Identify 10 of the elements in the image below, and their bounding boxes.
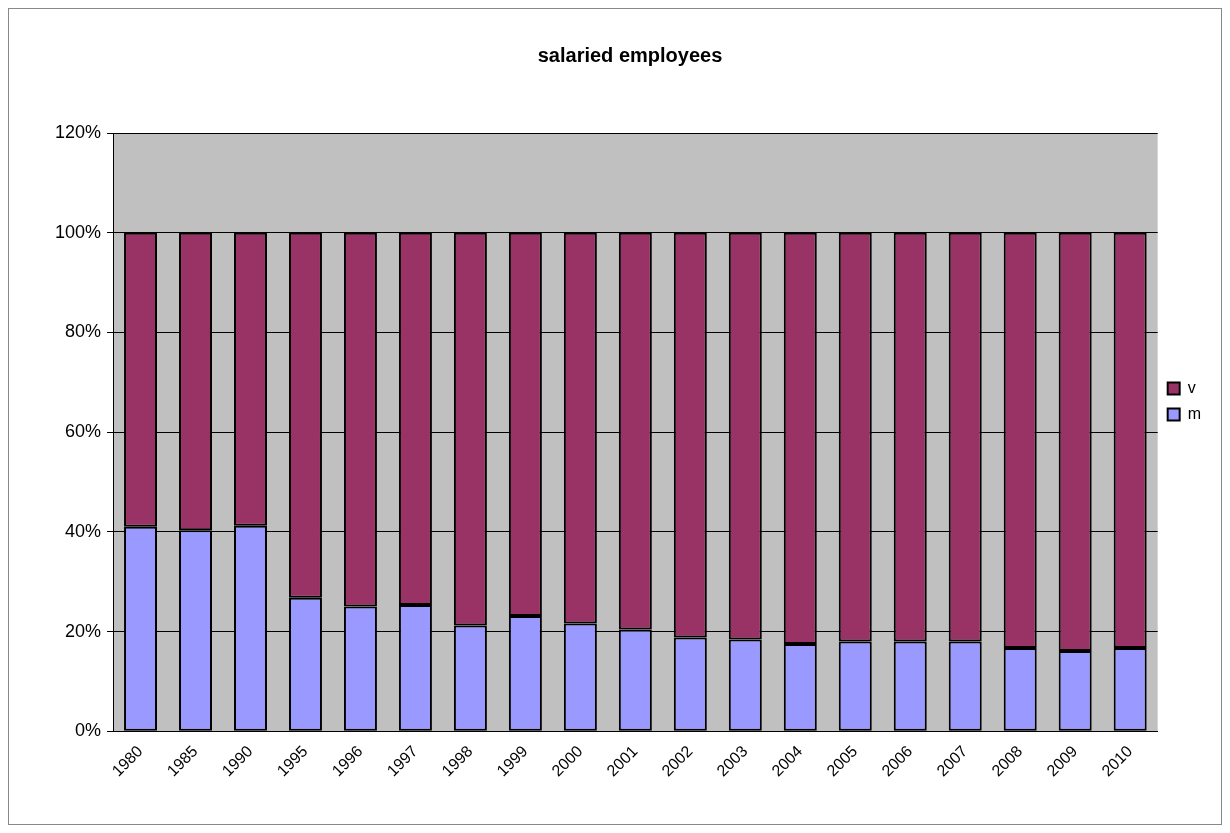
- y-tick-label: 20%: [65, 620, 102, 641]
- chart-title: salaried employees: [537, 43, 723, 66]
- legend-label: v: [1187, 378, 1196, 396]
- y-tick-label: 60%: [65, 421, 102, 442]
- y-tick-label: 40%: [65, 520, 102, 541]
- y-tick-label: 0%: [75, 720, 102, 741]
- legend-label: m: [1187, 404, 1201, 422]
- y-tick-label: 120%: [54, 121, 102, 142]
- y-tick-label: 100%: [54, 221, 102, 242]
- y-tick-label: 80%: [65, 321, 102, 342]
